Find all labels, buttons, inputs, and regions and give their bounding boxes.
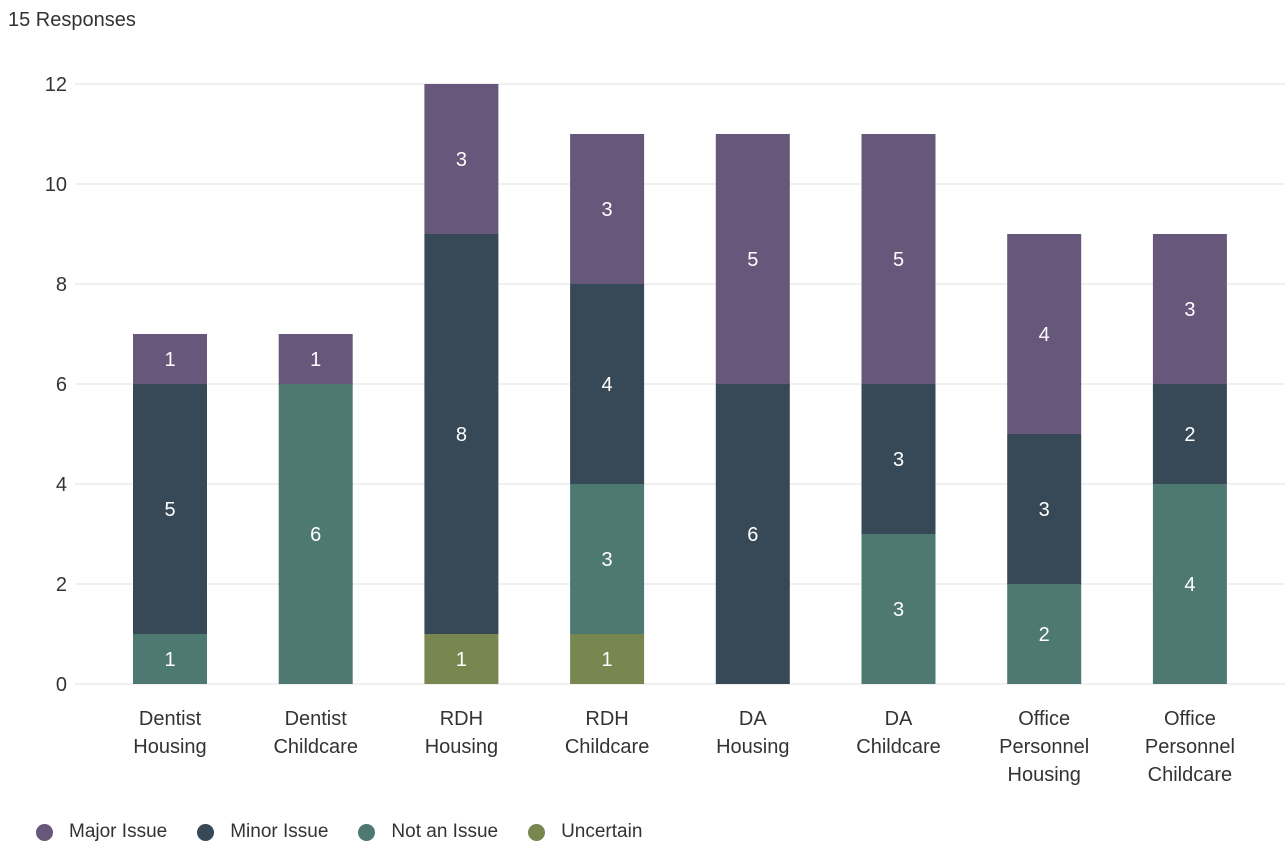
bar-segment-uncertain[interactable] [570, 634, 645, 684]
legend-label: Major Issue [69, 821, 168, 842]
bar-value-label: 5 [164, 499, 175, 521]
bar-segment-major[interactable] [133, 334, 207, 384]
bar-value-label: 3 [602, 199, 613, 221]
bar-value-label: 1 [310, 349, 321, 371]
x-tick-label: Housing [133, 736, 206, 758]
legend-swatch [358, 823, 376, 841]
legend-item-major[interactable]: Major Issue [36, 821, 167, 843]
bar-segment-minor[interactable] [861, 384, 936, 534]
bar-segment-major[interactable] [715, 134, 790, 384]
bar-value-label: 4 [602, 374, 613, 396]
bar-value-label: 1 [164, 349, 175, 371]
bar-value-label: 1 [456, 649, 467, 671]
bar-value-label: 6 [747, 524, 758, 546]
bar-segment-major[interactable] [570, 134, 645, 284]
bar-value-label: 3 [1184, 299, 1195, 321]
bar-segment-minor[interactable] [1152, 384, 1227, 484]
response-count-label: 15 Responses [8, 9, 136, 31]
bar-segment-not[interactable] [278, 384, 353, 684]
legend-swatch [528, 823, 546, 841]
y-tick-label: 2 [56, 574, 67, 596]
bar-segment-minor[interactable] [133, 384, 207, 634]
y-tick-label: 4 [56, 474, 67, 496]
x-axis-ticks: Dentist Housing Dentist Childcare RDH Housing… [133, 708, 1235, 786]
legend-swatch [197, 823, 215, 841]
x-tick-label: DA [739, 708, 767, 730]
x-tick-label: Office [1018, 708, 1070, 730]
bar-value-label: 3 [1039, 499, 1050, 521]
bar-segment-uncertain[interactable] [424, 634, 499, 684]
x-tick-label: Dentist [285, 708, 348, 730]
bar-value-label: 1 [164, 649, 175, 671]
x-tick-label: RDH [585, 708, 628, 730]
bar-segment-major[interactable] [278, 334, 353, 384]
bar-segment-major[interactable] [1152, 234, 1227, 384]
x-tick-label: Office [1164, 708, 1216, 730]
y-tick-label: 6 [56, 374, 67, 396]
bar-value-label: 3 [893, 449, 904, 471]
x-tick-label: DA [885, 708, 913, 730]
x-tick-label: Childcare [273, 736, 357, 758]
grid-lines [75, 83, 1285, 685]
x-tick-label: Dentist [139, 708, 202, 730]
bar-segment-major[interactable] [861, 134, 936, 384]
bars [133, 84, 1227, 684]
bar-value-label: 5 [747, 249, 758, 271]
x-tick-label: Personnel [1145, 736, 1235, 758]
y-tick-label: 0 [56, 674, 67, 696]
y-tick-label: 10 [45, 174, 67, 196]
bar-segment-major[interactable] [1007, 234, 1082, 434]
x-tick-label: Childcare [565, 736, 649, 758]
bar-segment-not[interactable] [133, 634, 207, 684]
legend-label: Not an Issue [391, 821, 499, 842]
legend-label: Uncertain [561, 821, 643, 842]
bar-segment-minor[interactable] [1007, 434, 1082, 584]
bar-value-label: 8 [456, 424, 467, 446]
y-tick-label: 12 [45, 74, 67, 96]
bar-value-label: 5 [893, 249, 904, 271]
legend-item-minor[interactable]: Minor Issue [197, 821, 328, 843]
bar-segment-not[interactable] [1152, 484, 1227, 684]
bar-value-label: 6 [310, 524, 321, 546]
legend-swatch [36, 823, 53, 841]
chart-legend: Major Issue Minor Issue Not an Issue Uncert… [36, 821, 672, 843]
bar-segment-not[interactable] [861, 534, 936, 684]
x-tick-label: RDH [440, 708, 483, 730]
x-tick-label: Housing [425, 736, 498, 758]
x-tick-label: Housing [716, 736, 789, 758]
bar-segment-minor[interactable] [570, 284, 645, 484]
x-tick-label: Childcare [856, 736, 940, 758]
bar-segment-not[interactable] [1007, 584, 1082, 684]
bar-value-label: 4 [1039, 324, 1050, 346]
bar-segment-minor[interactable] [715, 384, 790, 684]
x-tick-label: Childcare [1148, 764, 1232, 786]
bar-value-label: 2 [1184, 424, 1195, 446]
bar-value-label: 2 [1039, 624, 1050, 646]
bar-value-label: 3 [456, 149, 467, 171]
y-axis-ticks: 0 2 4 6 8 10 12 [45, 74, 67, 696]
legend-item-not[interactable]: Not an Issue [358, 821, 498, 843]
y-tick-label: 8 [56, 274, 67, 296]
bar-value-label: 1 [602, 649, 613, 671]
legend-item-uncertain[interactable]: Uncertain [528, 821, 642, 843]
bar-value-label: 3 [893, 599, 904, 621]
legend-label: Minor Issue [230, 821, 329, 842]
bar-segment-minor[interactable] [424, 234, 499, 634]
bar-value-label: 4 [1184, 574, 1195, 596]
bar-value-label: 3 [602, 549, 613, 571]
x-tick-label: Housing [1008, 764, 1081, 786]
bar-segment-not[interactable] [570, 484, 645, 634]
bar-segment-major[interactable] [424, 84, 499, 234]
x-tick-label: Personnel [999, 736, 1089, 758]
